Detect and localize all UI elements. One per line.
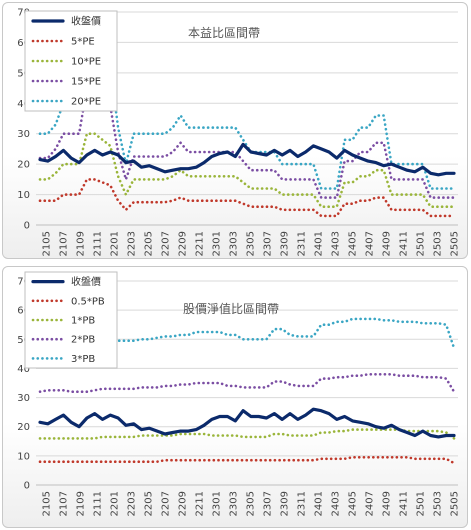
x-tick-label: 2311 xyxy=(297,231,308,256)
x-tick-label: 2111 xyxy=(93,491,104,516)
x-tick-label: 2409 xyxy=(382,491,393,516)
x-tick-label: 2503 xyxy=(433,231,444,256)
pb-band-chart: 0 10 20 30 40 50 60 70 2105 2107 2109 2111 2201 2203 2… xyxy=(17,271,461,516)
y-tick-label: 70 xyxy=(17,8,30,19)
y-tick-label: 50 xyxy=(17,335,30,346)
legend-label-pe15: 15*PE xyxy=(71,77,101,88)
series-line-pb2 xyxy=(38,373,456,393)
x-tick-label: 2303 xyxy=(229,491,240,516)
y-tick-label: 10 xyxy=(17,451,30,462)
legend-label-pb2: 2*PB xyxy=(71,335,95,346)
x-tick-label: 2505 xyxy=(450,231,461,256)
x-tick-label: 2501 xyxy=(416,491,427,516)
y-tick-label: 30 xyxy=(17,393,30,404)
legend-box xyxy=(24,10,118,112)
x-tick-label: 2107 xyxy=(59,491,70,516)
x-tick-label: 2309 xyxy=(280,491,291,516)
y-tick-label: 30 xyxy=(17,129,30,140)
x-tick-label: 2309 xyxy=(280,231,291,256)
series-line-pe10 xyxy=(38,132,456,208)
y-tick-label: 60 xyxy=(17,306,30,317)
x-tick-label: 2407 xyxy=(365,231,376,256)
x-tick-label: 2111 xyxy=(93,231,104,256)
legend-box xyxy=(24,271,118,369)
x-tick-label: 2211 xyxy=(195,491,206,516)
chart-title: 股價淨值比區間帶 xyxy=(183,301,279,316)
series-line-price xyxy=(38,407,456,439)
legend: 收盤價 0.5*PB 1*PB 2*PB 3*PB xyxy=(24,271,118,369)
pb-band-chart-panel: 0 10 20 30 40 50 60 70 2105 2107 2109 2111 2201 2203 2… xyxy=(2,266,468,528)
series-line-pe15 xyxy=(38,86,456,199)
legend-label-pb05: 0.5*PB xyxy=(71,296,105,307)
series-line-pb1 xyxy=(38,428,456,440)
x-tick-label: 2205 xyxy=(144,491,155,516)
x-tick-label: 2207 xyxy=(161,231,172,256)
x-tick-label: 2105 xyxy=(42,491,53,516)
x-tick-label: 2403 xyxy=(331,491,342,516)
x-tick-label: 2403 xyxy=(331,231,342,256)
legend-label-price: 收盤價 xyxy=(71,275,101,288)
x-tick-label: 2203 xyxy=(127,491,138,516)
x-tick-label: 2505 xyxy=(450,491,461,516)
x-tick-label: 2405 xyxy=(348,491,359,516)
x-tick-label: 2303 xyxy=(229,231,240,256)
x-tick-label: 2211 xyxy=(195,231,206,256)
legend-label-pb3: 3*PB xyxy=(71,354,95,365)
x-tick-label: 2411 xyxy=(399,231,410,256)
y-tick-label: 20 xyxy=(17,160,30,171)
y-tick-label: 20 xyxy=(17,422,30,433)
x-tick-label: 2409 xyxy=(382,231,393,256)
x-tick-label: 2203 xyxy=(127,231,138,256)
y-tick-label: 10 xyxy=(17,190,30,201)
x-tick-label: 2205 xyxy=(144,231,155,256)
series-line-pb05 xyxy=(38,456,456,465)
x-tick-label: 2109 xyxy=(76,491,87,516)
chart-title: 本益比區間帶 xyxy=(188,26,260,40)
x-tick-label: 2301 xyxy=(212,231,223,256)
x-tick-label: 2207 xyxy=(161,491,172,516)
x-tick-label: 2411 xyxy=(399,491,410,516)
x-tick-label: 2401 xyxy=(314,231,325,256)
x-tick-label: 2209 xyxy=(178,491,189,516)
legend-label-pe5: 5*PE xyxy=(71,37,95,48)
y-tick-label: 70 xyxy=(17,277,30,288)
legend-label-price: 收盤價 xyxy=(71,15,101,28)
pe-band-chart: 0 10 20 30 40 50 60 70 2105 2107 2109 2111 2201 2203 2… xyxy=(17,8,461,257)
x-tick-label: 2209 xyxy=(178,231,189,256)
x-tick-label: 2305 xyxy=(246,231,257,256)
y-tick-label: 60 xyxy=(17,38,30,49)
x-tick-label: 2201 xyxy=(110,491,121,516)
x-tick-label: 2307 xyxy=(263,491,274,516)
y-tick-label: 40 xyxy=(17,364,30,375)
y-tick-label: 40 xyxy=(17,99,30,110)
x-tick-label: 2405 xyxy=(348,231,359,256)
series-line-pe5 xyxy=(38,178,456,218)
x-tick-label: 2107 xyxy=(59,231,70,256)
legend-label-pb1: 1*PB xyxy=(71,316,95,327)
x-tick-label: 2301 xyxy=(212,491,223,516)
x-tick-label: 2307 xyxy=(263,231,274,256)
x-tick-label: 2503 xyxy=(433,491,444,516)
x-tick-label: 2105 xyxy=(42,231,53,256)
x-tick-label: 2501 xyxy=(416,231,427,256)
y-tick-label: 50 xyxy=(17,68,30,79)
x-tick-label: 2401 xyxy=(314,491,325,516)
x-tick-label: 2109 xyxy=(76,231,87,256)
y-tick-label: 0 xyxy=(24,481,30,492)
x-tick-label: 2311 xyxy=(297,491,308,516)
series-line-price xyxy=(38,142,456,177)
x-tick-label: 2201 xyxy=(110,231,121,256)
pe-band-chart-panel: 0 10 20 30 40 50 60 70 2105 2107 2109 2111 2201 2203 2… xyxy=(2,2,468,259)
x-tick-label: 2305 xyxy=(246,491,257,516)
legend-label-pe20: 20*PE xyxy=(71,97,101,108)
legend-label-pe10: 10*PE xyxy=(71,57,101,68)
legend: 收盤價 5*PE 10*PE 15*PE 20*PE xyxy=(24,10,118,112)
y-tick-label: 0 xyxy=(24,221,30,232)
x-tick-label: 2407 xyxy=(365,491,376,516)
